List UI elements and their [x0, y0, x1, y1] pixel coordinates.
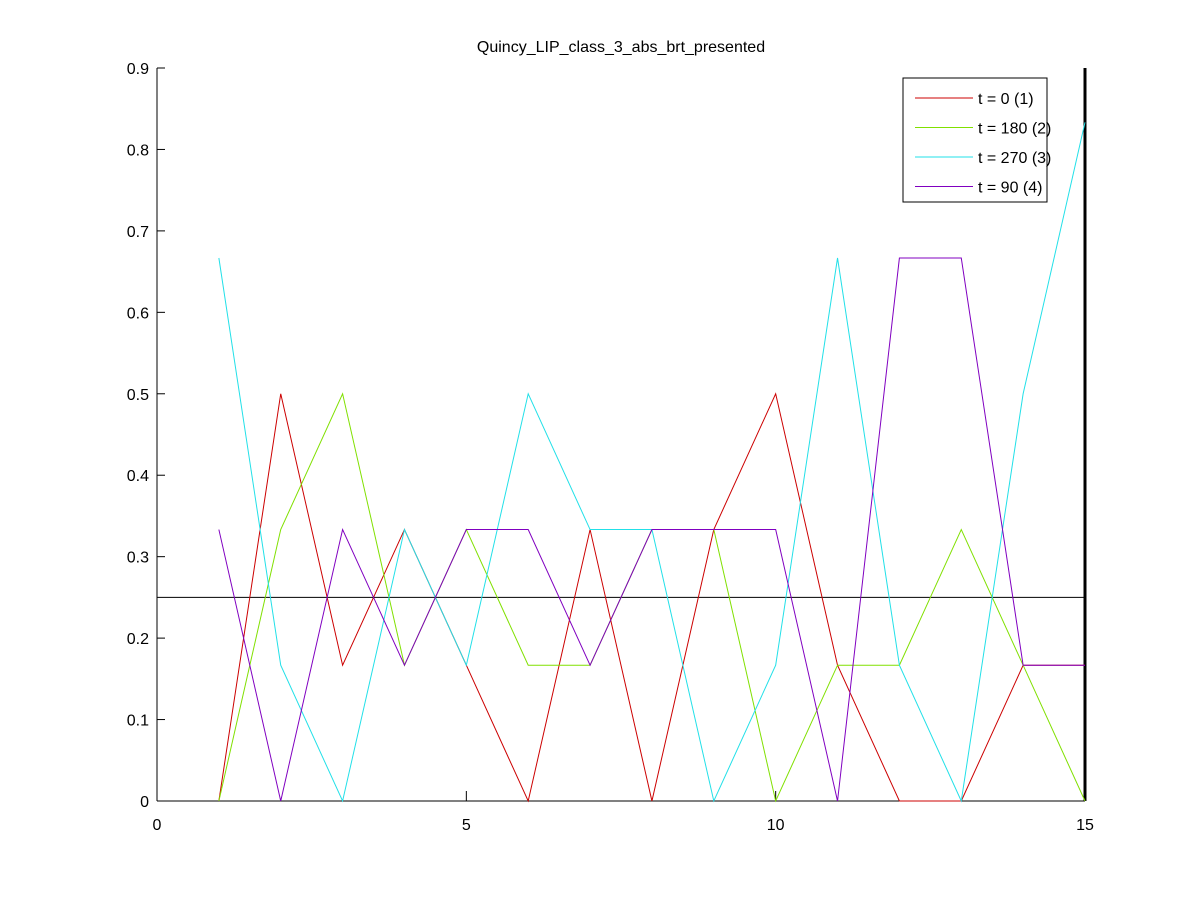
legend-label: t = 270 (3)	[978, 150, 1051, 167]
legend-label: t = 90 (4)	[978, 180, 1042, 197]
y-tick-label: 0.4	[127, 468, 149, 485]
y-tick-label: 0.3	[127, 550, 149, 567]
y-tick-label: 0.9	[127, 61, 149, 78]
y-tick-label: 0.7	[127, 224, 149, 241]
x-tick-label: 5	[462, 817, 471, 834]
y-tick-label: 0.1	[127, 713, 149, 730]
x-tick-label: 15	[1076, 817, 1094, 834]
x-tick-label: 0	[153, 817, 162, 834]
series-lines	[218, 122, 1086, 803]
y-tick-label: 0.8	[127, 142, 149, 159]
legend: t = 0 (1) t = 180 (2) t = 270 (3) t = 90 (4…	[902, 77, 1051, 203]
legend-label: t = 0 (1)	[978, 91, 1034, 108]
y-tick-label: 0.2	[127, 631, 149, 648]
series-line-1	[218, 392, 1085, 803]
x-tick-label: 10	[767, 817, 785, 834]
y-tick-label: 0.6	[127, 305, 149, 322]
chart-title: Quincy_LIP_class_3_abs_brt_presented	[477, 39, 765, 56]
y-tick-label: 0	[140, 794, 149, 811]
series-line-4	[218, 257, 1085, 802]
y-tick-label: 0.5	[127, 387, 149, 404]
legend-label: t = 180 (2)	[978, 121, 1051, 138]
legend-box	[902, 77, 1048, 203]
